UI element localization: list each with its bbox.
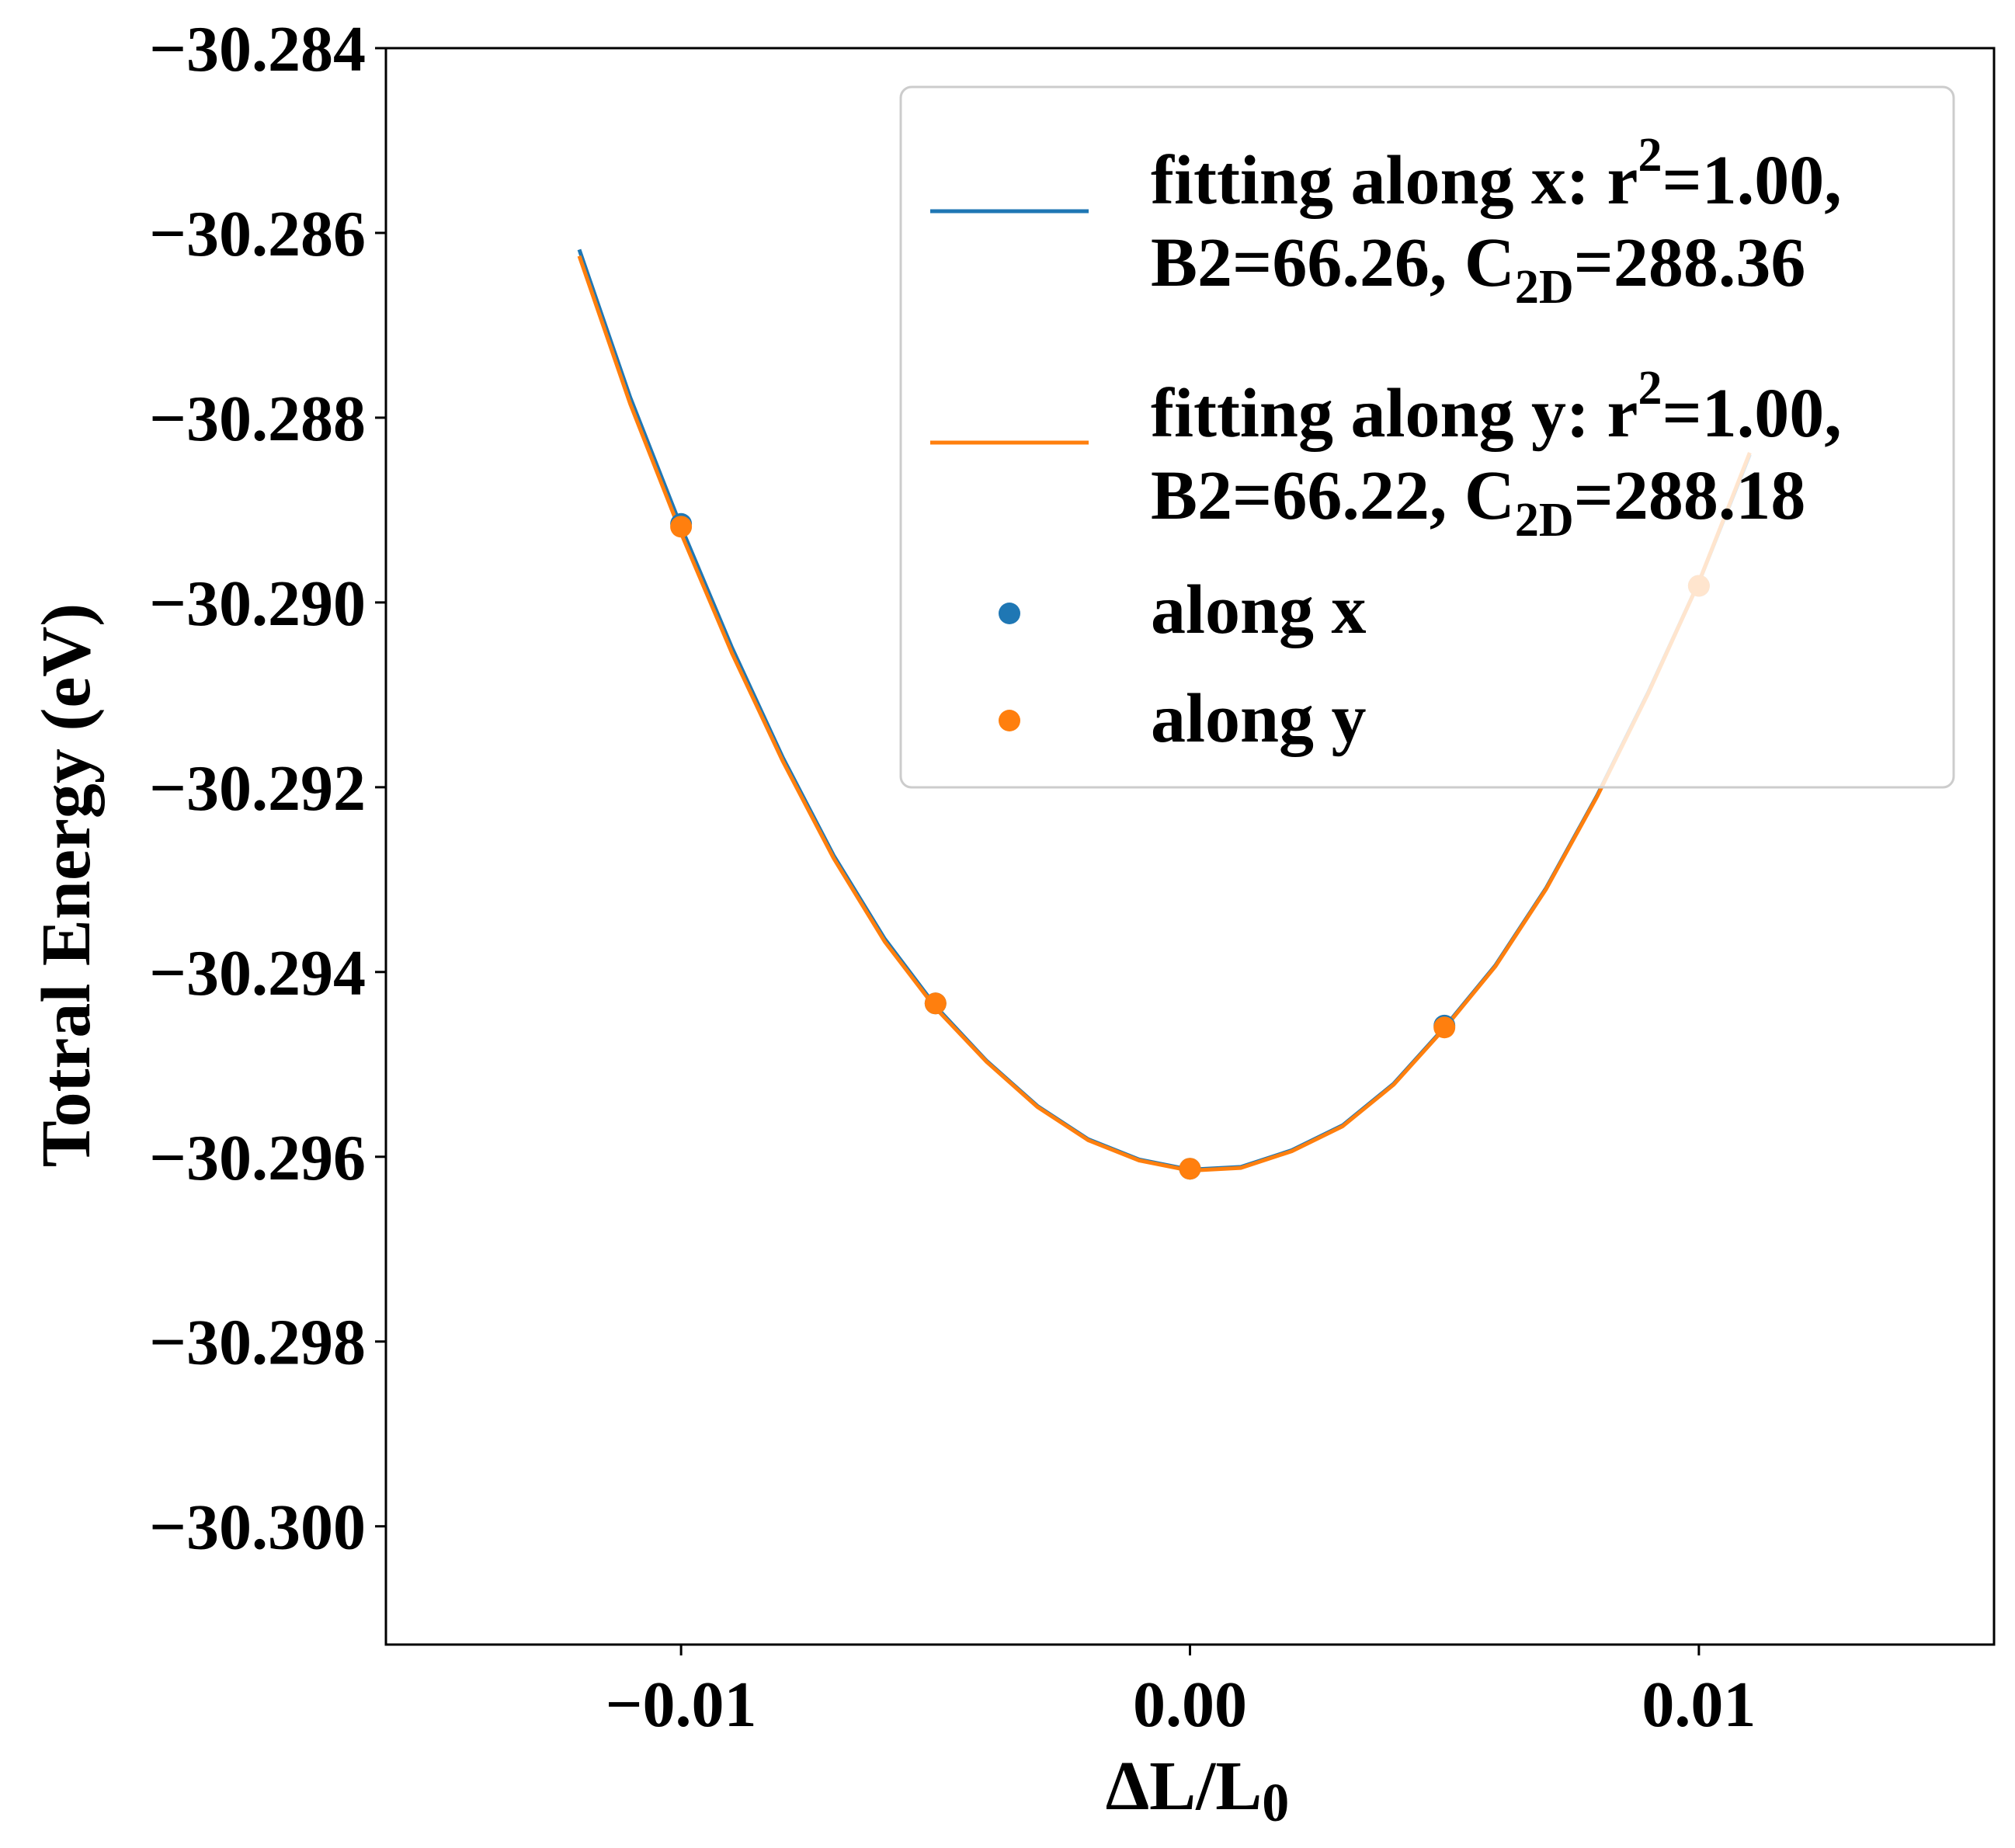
- legend-label-fit-x-params: B2=66.26, C2D=288.36: [1151, 224, 1805, 314]
- y-tick-label: −30.296: [149, 1122, 366, 1194]
- legend-frame: [899, 85, 1955, 789]
- legend-label-fit-x: fitting along x: r2=1.00,: [1151, 129, 1842, 219]
- point-along-y: [924, 992, 947, 1015]
- legend-marker-along-y: [999, 710, 1020, 731]
- legend-label-along-x: along x: [1151, 571, 1367, 648]
- point-along-y: [1179, 1158, 1201, 1180]
- legend-marker-along-x: [999, 603, 1020, 624]
- fit-lines: [577, 248, 1752, 1173]
- y-tick-label: −30.292: [149, 752, 366, 825]
- data-points: [670, 512, 1710, 1180]
- x-tick-label: 0.00: [1133, 1669, 1247, 1741]
- point-along-y: [670, 516, 693, 538]
- y-tick-label: −30.298: [149, 1307, 366, 1379]
- y-axis-label: Totral Energy (eV): [28, 603, 105, 1168]
- point-along-y: [1433, 1016, 1456, 1039]
- legend-label-fit-y-params: B2=66.22, C2D=288.18: [1151, 457, 1805, 547]
- x-axis-label: ΔL/L0: [1106, 1748, 1290, 1833]
- y-tick-label: −30.284: [149, 13, 366, 85]
- y-tick-label: −30.290: [149, 568, 366, 640]
- x-axis: −0.01 0.00 0.01: [606, 1645, 1756, 1741]
- legend-label-along-y: along y: [1151, 680, 1367, 757]
- legend-label-fit-y: fitting along y: r2=1.00,: [1151, 362, 1842, 452]
- y-tick-label: −30.294: [149, 937, 366, 1009]
- fit-line-along-y: [577, 255, 1752, 1173]
- x-tick-label: 0.01: [1642, 1669, 1756, 1741]
- y-tick-label: −30.300: [149, 1492, 366, 1564]
- y-axis: −30.284 −30.286 −30.288 −30.290 −30.292 −30.2…: [149, 13, 386, 1564]
- y-tick-label: −30.288: [149, 383, 366, 455]
- x-tick-label: −0.01: [606, 1669, 757, 1741]
- legend: fitting along x: r2=1.00, B2=66.26, C2D=…: [899, 85, 1955, 789]
- y-tick-label: −30.286: [149, 198, 366, 270]
